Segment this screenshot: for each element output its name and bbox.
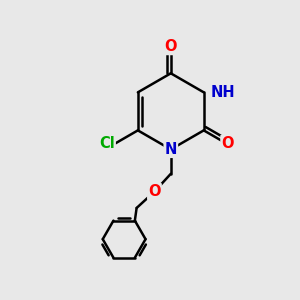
Text: N: N xyxy=(165,142,177,157)
Text: O: O xyxy=(165,39,177,54)
Text: O: O xyxy=(148,184,161,199)
Text: O: O xyxy=(221,136,234,151)
Text: Cl: Cl xyxy=(99,136,115,151)
Text: NH: NH xyxy=(210,85,235,100)
